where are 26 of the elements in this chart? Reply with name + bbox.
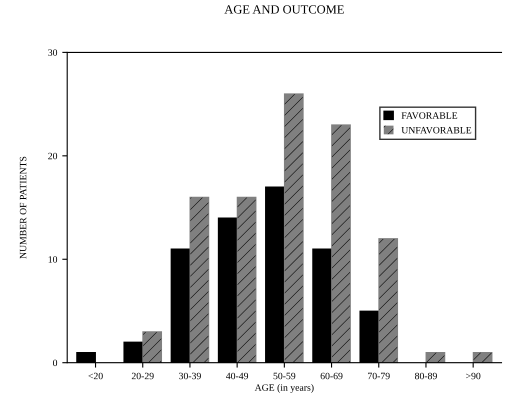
x-tick-label: 30-39 — [179, 372, 201, 380]
chart-title: AGE AND OUTCOME — [224, 5, 344, 14]
bar — [378, 238, 398, 363]
bar — [284, 93, 304, 363]
bar — [142, 331, 162, 363]
x-tick-label: 40-49 — [226, 372, 248, 380]
x-tick-label: <20 — [88, 372, 103, 380]
x-axis-title: AGE (in years) — [254, 384, 314, 393]
x-tick-label: 60-69 — [320, 372, 342, 380]
bar — [190, 196, 210, 363]
bar — [472, 352, 492, 363]
x-tick-label: >90 — [466, 372, 480, 380]
x-tick-label: 80-89 — [414, 372, 437, 380]
y-tick-label: 20 — [48, 152, 58, 160]
bar — [426, 352, 446, 363]
y-tick-label: 10 — [48, 256, 58, 263]
bar — [331, 124, 351, 363]
legend-label: FAVORABLE — [402, 112, 458, 119]
legend-label: UNFAVORABLE — [401, 126, 472, 134]
x-tick-label: 70-79 — [368, 372, 390, 380]
x-tick-label: 50-59 — [274, 372, 296, 380]
y-axis-title: NUMBER OF PATIENTS — [20, 156, 26, 259]
bar — [236, 196, 256, 363]
y-tick-label: 0 — [52, 360, 58, 366]
y-tick-label: 30 — [48, 49, 58, 56]
x-tick-label: 20-29 — [132, 372, 154, 380]
